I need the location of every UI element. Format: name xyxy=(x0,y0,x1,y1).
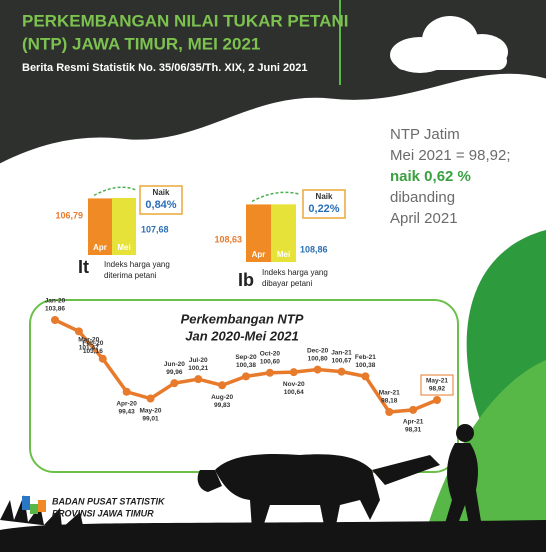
point-category: Nov-20 xyxy=(283,381,305,388)
annotation-box xyxy=(139,185,183,215)
annotation: 0,22% xyxy=(308,203,339,215)
annotation-box xyxy=(302,189,346,219)
ntp-point xyxy=(242,372,250,381)
title: PERKEMBANGAN NILAI TUKAR PETANI xyxy=(22,11,348,30)
point-value-label: 99,83 xyxy=(214,402,231,409)
summary-line: dibanding xyxy=(390,189,455,206)
point-value-label: 99,96 xyxy=(166,369,183,376)
header-curve xyxy=(0,73,546,167)
ntp-point xyxy=(146,394,155,403)
ntp-point xyxy=(433,396,441,405)
bar-caption: Indeks harga yang xyxy=(262,268,328,277)
point-value-label: 100,67 xyxy=(332,357,352,364)
cloud-small xyxy=(410,214,490,247)
bar-value-label: 108,63 xyxy=(214,234,242,244)
bar xyxy=(271,204,296,262)
bar-symbol: Ib xyxy=(238,270,254,290)
line-title: Jan 2020-Mei 2021 xyxy=(185,328,298,343)
annotation: 0,84% xyxy=(145,199,176,211)
point-category: Feb-20 xyxy=(82,340,103,347)
point-value-label: 99,01 xyxy=(142,415,159,422)
point-category: Oct-20 xyxy=(260,351,281,358)
bps-logo xyxy=(22,496,46,514)
point-category: Apr-21 xyxy=(403,419,424,426)
bar-value-label: 107,68 xyxy=(141,224,169,234)
point-value-label: 100,64 xyxy=(284,389,304,396)
point-category: Mar-21 xyxy=(379,390,400,397)
point-value-label: 100,21 xyxy=(188,365,208,372)
bar xyxy=(112,197,136,255)
point-category: Jun-20 xyxy=(164,361,185,368)
bar-caption: diterima petani xyxy=(104,271,157,280)
bar-value-label: 106,79 xyxy=(55,210,83,220)
point-value-label: 101,47 xyxy=(79,344,99,351)
summary-line: April 2021 xyxy=(390,210,458,227)
point-category: Jan-21 xyxy=(331,349,352,356)
point-category: May-20 xyxy=(139,407,161,414)
ntp-point xyxy=(122,387,131,396)
point-value-label: 99,43 xyxy=(118,408,135,415)
grass xyxy=(0,495,84,530)
point-category: Feb-21 xyxy=(355,354,376,361)
annotation: Naik xyxy=(153,188,170,197)
ntp-point xyxy=(218,381,227,390)
bar-symbol: It xyxy=(78,257,89,277)
bar-category: Mei xyxy=(277,250,290,259)
point-category: Mar-20 xyxy=(78,336,99,343)
footer-line: PROVINSI JAWA TIMUR xyxy=(52,508,154,518)
ntp-point xyxy=(98,354,107,363)
farmer-silhouette xyxy=(0,424,546,552)
ntp-point xyxy=(337,367,346,376)
point-value-label: 103,86 xyxy=(45,306,65,313)
ntp-point xyxy=(313,365,322,374)
bar-category: Apr xyxy=(93,243,107,252)
bar-category: Mei xyxy=(117,243,130,252)
title: (NTP) JAWA TIMUR, MEI 2021 xyxy=(22,34,260,53)
point-category: Sep-20 xyxy=(235,354,257,361)
point-value-label: 100,38 xyxy=(236,362,256,369)
point-label-box xyxy=(420,374,454,396)
point-value-label: 98,92 xyxy=(429,386,446,393)
point-value-label: 98,18 xyxy=(381,398,398,405)
ntp-point xyxy=(265,368,274,377)
point-category: Apr-20 xyxy=(116,400,137,407)
ntp-point xyxy=(361,372,370,381)
bar-caption: dibayar petani xyxy=(262,279,312,288)
point-value-label: 100,38 xyxy=(355,362,375,369)
footer-line: BADAN PUSAT STATISTIK xyxy=(52,496,166,506)
point-category: Jul-20 xyxy=(189,357,208,364)
bar-category: Apr xyxy=(252,250,266,259)
bar xyxy=(246,204,271,262)
ntp-point xyxy=(74,327,83,336)
point-category: Jan-20 xyxy=(45,298,66,305)
bar-caption: Indeks harga yang xyxy=(104,260,170,269)
summary-line: NTP Jatim xyxy=(390,126,460,143)
ntp-point xyxy=(194,375,203,384)
ntp-point xyxy=(51,316,59,324)
ntp-point xyxy=(170,379,179,388)
bar xyxy=(88,198,112,255)
bar-value-label: 108,86 xyxy=(300,244,328,254)
point-value-label: 100,60 xyxy=(260,359,280,366)
ntp-point xyxy=(385,408,394,416)
annotation: Naik xyxy=(316,192,333,201)
point-value-label: 100,80 xyxy=(308,355,328,362)
line-title: Perkembangan NTP xyxy=(181,311,304,326)
point-category: Aug-20 xyxy=(211,394,233,401)
subtitle: Berita Resmi Statistik No. 35/06/35/Th. … xyxy=(22,62,308,74)
cloud xyxy=(390,16,508,73)
point-category: Dec-20 xyxy=(307,347,329,354)
point-value-label: 98,31 xyxy=(405,427,422,434)
summary-highlight: naik 0,62 % xyxy=(390,168,471,185)
ntp-point xyxy=(409,405,418,414)
trend-arrow xyxy=(251,191,300,203)
point-category: May-21 xyxy=(426,378,448,385)
summary-line: Mei 2021 = 98,92; xyxy=(390,147,511,164)
ntp-point xyxy=(289,368,298,377)
point-value-label: 103,16 xyxy=(83,348,103,355)
trend-arrow xyxy=(93,186,137,197)
